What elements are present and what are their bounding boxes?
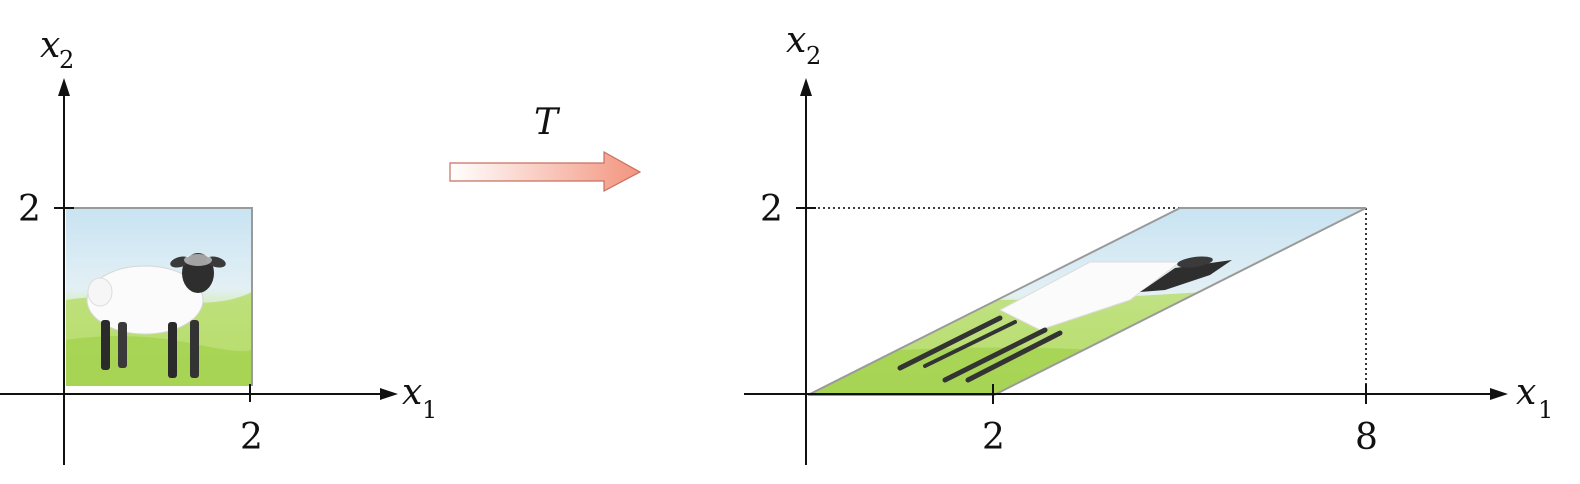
left-y-axis-label: x <box>40 25 60 66</box>
sheep-picture <box>66 208 252 386</box>
left-x-tick-label: 2 <box>240 417 263 458</box>
right-y-axis-label: x <box>786 20 806 61</box>
left-panel: x 2 x 1 2 2 <box>0 25 437 465</box>
right-y-tick-label: 2 <box>760 189 783 230</box>
transform-label: T <box>534 102 561 143</box>
transform-arrow: T <box>449 102 642 192</box>
right-x-tick-label-2: 2 <box>982 417 1005 458</box>
right-panel: x 2 x 1 2 2 8 <box>744 20 1553 465</box>
left-y-axis-subscript: 2 <box>59 46 74 74</box>
sheared-sheep-picture <box>808 208 1366 395</box>
right-x-tick-label-8: 8 <box>1355 417 1378 458</box>
right-y-axis-subscript: 2 <box>806 42 821 70</box>
left-x-axis-label: x <box>402 372 422 413</box>
right-x-axis-subscript: 1 <box>1538 396 1553 424</box>
right-x-axis-label: x <box>1516 372 1536 413</box>
left-y-tick-label: 2 <box>18 189 41 230</box>
left-x-axis-subscript: 1 <box>422 396 437 424</box>
